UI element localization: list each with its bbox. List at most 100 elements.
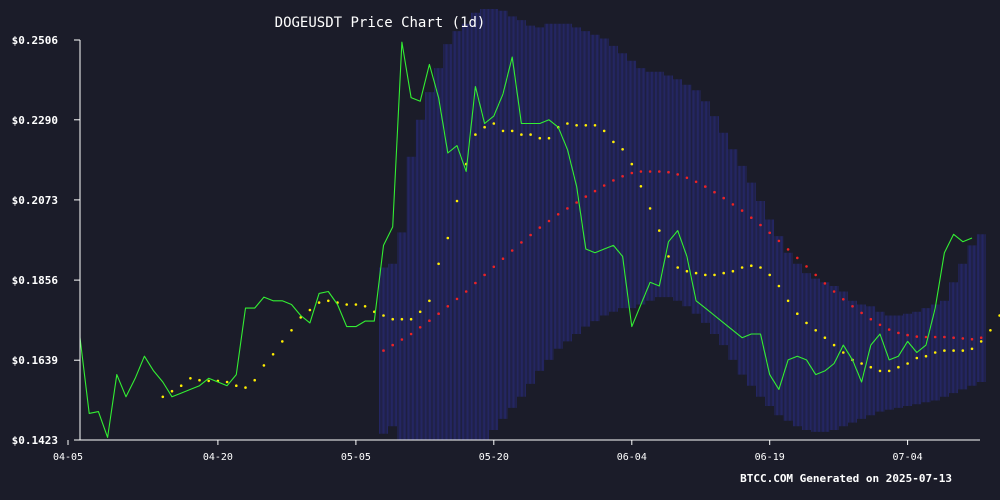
ma-long-point <box>510 249 514 252</box>
ma-short-point <box>777 284 781 288</box>
y-tick-label: $0.2073 <box>12 194 58 207</box>
ma-long-point <box>428 319 431 323</box>
band-layer <box>379 9 986 440</box>
ma-long-point <box>483 273 486 277</box>
ma-long-point <box>750 216 753 219</box>
ma-short-point <box>814 329 817 332</box>
ma-long-point <box>575 201 578 204</box>
band-column <box>691 90 701 314</box>
band-column <box>728 149 738 360</box>
ma-short-point <box>299 316 303 319</box>
band-column <box>774 236 784 416</box>
ma-short-point <box>593 124 597 127</box>
band-column <box>884 315 894 410</box>
ma-long-point <box>897 331 900 335</box>
ma-long-point <box>952 336 955 340</box>
ma-long-point <box>520 241 523 244</box>
ma-long-point <box>860 311 863 315</box>
band-column <box>461 23 471 440</box>
ma-short-point <box>584 124 588 127</box>
band-column <box>627 60 637 309</box>
ma-long-point <box>740 209 744 212</box>
ma-short-point <box>189 377 192 380</box>
ma-short-point <box>713 273 716 277</box>
ma-short-point <box>952 349 955 352</box>
ma-short-point <box>796 312 799 316</box>
band-column <box>609 45 618 312</box>
ma-long-point <box>455 297 459 301</box>
ma-long-point <box>446 305 450 308</box>
band-column <box>434 68 443 440</box>
band-column <box>581 31 591 327</box>
x-tick-label: 05-05 <box>341 452 371 463</box>
ma-long-point <box>547 219 551 223</box>
band-column <box>839 291 848 427</box>
ma-short-layer <box>161 122 1000 399</box>
y-tick-label: $0.1856 <box>12 274 59 287</box>
ma-short-point <box>933 351 937 354</box>
ma-long-point <box>501 257 505 261</box>
ma-short-point <box>253 378 256 382</box>
ma-short-point <box>492 122 496 125</box>
ma-short-point <box>768 273 771 277</box>
ma-short-point <box>676 266 679 269</box>
band-column <box>802 273 811 430</box>
band-column <box>682 84 692 307</box>
ma-long-point <box>814 273 817 277</box>
ma-short-point <box>979 340 983 343</box>
ma-long-point <box>768 231 771 235</box>
ma-short-point <box>832 343 836 347</box>
ma-short-point <box>970 347 974 351</box>
ma-long-point <box>658 170 661 173</box>
ma-short-point <box>400 317 404 321</box>
ma-long-point <box>869 317 873 321</box>
ma-short-point <box>244 386 247 389</box>
ma-long-point <box>538 226 542 229</box>
ma-short-point <box>685 269 689 273</box>
ma-long-point <box>887 328 891 331</box>
ma-long-point <box>418 326 422 329</box>
ma-short-point <box>520 133 523 136</box>
ma-short-point <box>529 133 532 136</box>
ma-short-point <box>786 299 790 303</box>
ma-long-point <box>667 170 670 174</box>
band-column <box>664 75 673 298</box>
x-tick-label: 06-19 <box>755 452 785 463</box>
ma-short-point <box>510 129 514 133</box>
ma-short-point <box>694 271 698 275</box>
y-axis-ticks: $0.2506 $0.2290 $0.2073 $0.1856 $0.1639 $0.14… <box>12 34 80 447</box>
ma-short-point <box>602 129 606 133</box>
ma-short-point <box>161 395 165 399</box>
band-column <box>719 132 728 346</box>
ma-short-point <box>648 207 652 210</box>
band-column <box>590 34 600 322</box>
band-column <box>572 27 581 334</box>
band-column <box>673 79 682 301</box>
ma-short-point <box>575 124 578 127</box>
y-tick-label: $0.1639 <box>12 354 58 367</box>
ma-long-point <box>437 312 440 316</box>
ma-long-point <box>796 256 799 260</box>
ma-long-point <box>878 323 882 327</box>
ma-short-point <box>262 364 266 367</box>
band-column <box>415 119 425 440</box>
band-column <box>737 165 747 375</box>
ma-short-point <box>354 303 358 306</box>
x-tick-label: 06-04 <box>617 452 647 463</box>
ma-short-point <box>943 349 946 352</box>
ma-long-point <box>943 335 946 339</box>
band-column <box>406 156 416 440</box>
ma-short-point <box>198 378 201 382</box>
band-column <box>949 282 958 394</box>
ma-long-point <box>648 170 652 173</box>
ma-long-point <box>630 171 634 175</box>
band-column <box>452 31 462 440</box>
ma-short-point <box>483 125 486 129</box>
band-column <box>517 20 526 397</box>
band-column <box>701 101 710 323</box>
ma-long-point <box>842 298 845 301</box>
x-tick-label: 04-20 <box>203 452 233 463</box>
band-column <box>921 308 931 403</box>
band-column <box>756 201 765 397</box>
